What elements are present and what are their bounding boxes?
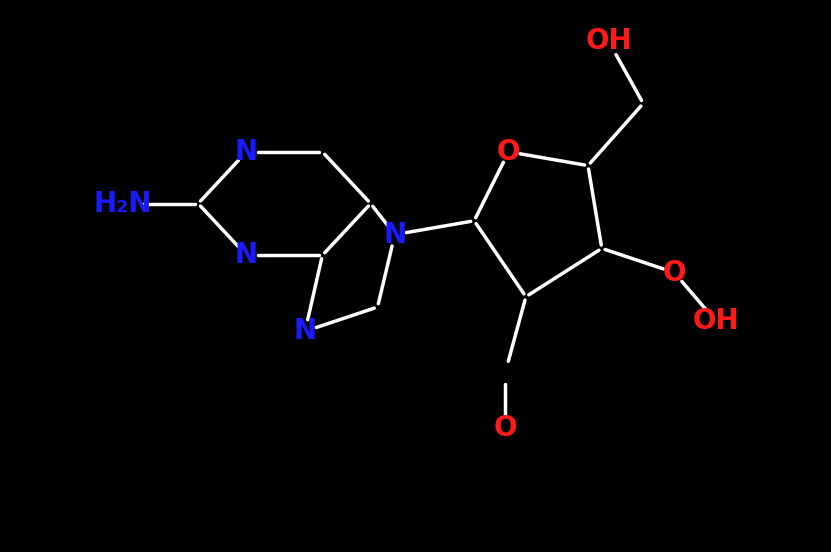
Text: N: N (235, 241, 258, 269)
Text: H₂N: H₂N (93, 189, 151, 217)
Text: OH: OH (692, 307, 739, 335)
Text: N: N (383, 221, 406, 248)
Text: O: O (494, 414, 517, 442)
Text: N: N (293, 317, 317, 345)
Text: O: O (662, 258, 686, 286)
Text: O: O (497, 138, 520, 166)
Text: OH: OH (585, 28, 632, 55)
Text: N: N (235, 138, 258, 166)
